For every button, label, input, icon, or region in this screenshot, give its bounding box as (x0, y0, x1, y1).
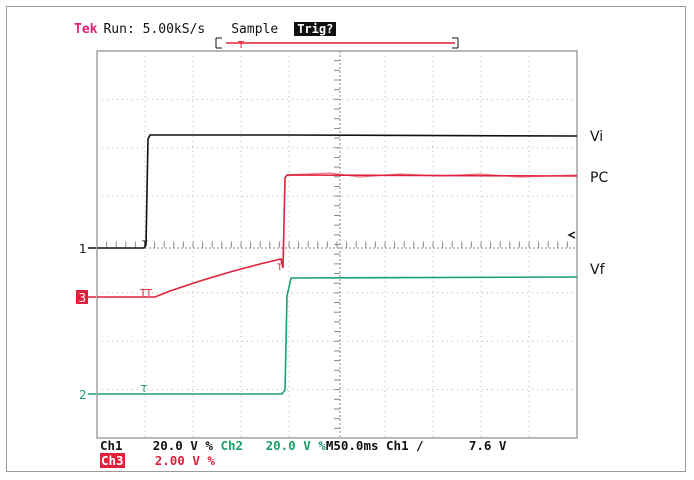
ch2-trigger-tick: T (140, 384, 148, 395)
ch3-scale: 2.00 V (154, 453, 200, 468)
ch3-label[interactable]: Ch3 (100, 453, 125, 468)
ch2-scale: 20.0 V (265, 438, 311, 453)
ch3-end-tick: T (276, 263, 283, 273)
ch3-trigger-tick: TT (139, 288, 153, 299)
ch1-ground-marker[interactable]: 1 (79, 242, 96, 256)
trigger-slope-icon: ∕ (416, 438, 424, 453)
ch1-trigger-tick: T (141, 240, 148, 250)
pc-label: PC (590, 170, 608, 186)
ch2-ground-marker[interactable]: 2 (79, 388, 96, 402)
ch2-vf-trace (97, 276, 578, 395)
ch2-coupling: % (318, 438, 326, 453)
vi-label: Vi (590, 129, 603, 145)
ch1-scale: 20.0 V (152, 438, 198, 453)
trigger-level[interactable]: 7.6 V (468, 438, 507, 453)
channel-readout: Ch1 20.0 V % Ch2 20.0 V %M50.0ms Ch1 ∕ 7… (100, 438, 506, 468)
vf-label: Vf (590, 262, 606, 278)
ch1-label[interactable]: Ch1 (100, 438, 123, 453)
ch2-label[interactable]: Ch2 (220, 438, 244, 453)
acquisition-mode: Sample (231, 22, 279, 37)
svg-text:1: 1 (79, 242, 87, 256)
status-header: Tek Run: 5.00kS/s Sample Trig? (74, 22, 337, 40)
ch3-coupling: % (207, 453, 215, 468)
brand-label: Tek (74, 22, 98, 37)
svg-text:2: 2 (79, 388, 87, 402)
outer-frame (6, 6, 686, 472)
timebase[interactable]: M50.0ms (325, 438, 379, 453)
trigger-level-arrow[interactable] (567, 231, 576, 239)
ch1-vi-trace (97, 134, 578, 249)
trigger-position-marker: T (237, 40, 245, 51)
ch3-pc-trace (97, 174, 578, 298)
trigger-status-badge: Trig? (294, 22, 337, 36)
record-position-bar: T (215, 37, 459, 51)
ch3-ground-marker[interactable]: 3 (76, 290, 96, 305)
graticule (96, 50, 578, 439)
trigger-source[interactable]: Ch1 (386, 438, 409, 453)
acquisition-rate: Run: 5.00kS/s (103, 22, 206, 37)
svg-text:3: 3 (79, 291, 87, 305)
ch1-coupling: % (205, 438, 213, 453)
